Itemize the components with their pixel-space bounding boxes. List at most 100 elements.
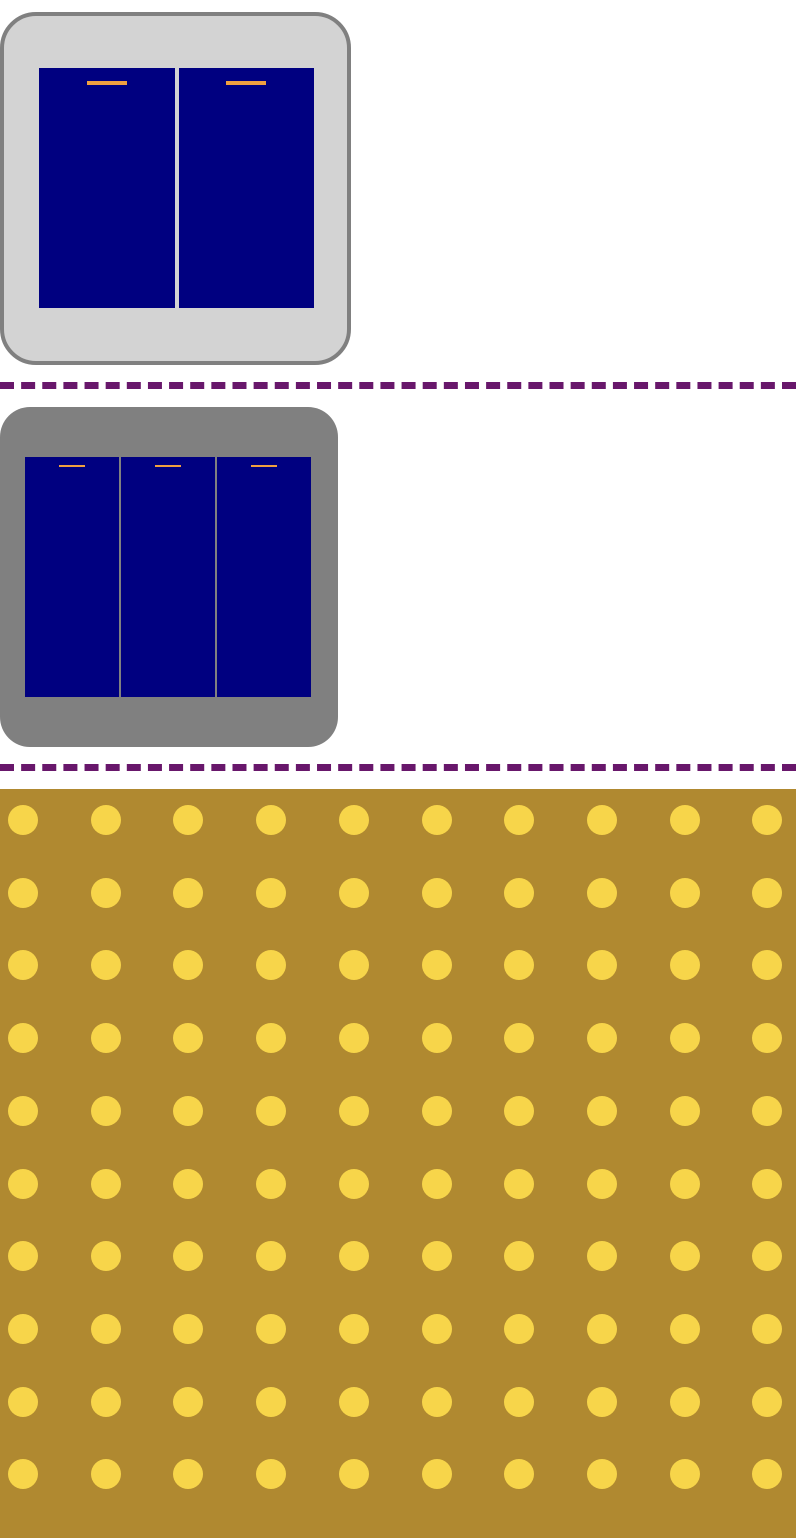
pattern-dot [173, 1095, 204, 1126]
pattern-dot [8, 1023, 38, 1054]
pattern-dot [256, 1168, 287, 1199]
pattern-dot [421, 950, 452, 981]
pattern-dot [752, 1386, 783, 1417]
indicator-light [226, 81, 267, 85]
pattern-dot [504, 1313, 535, 1344]
pattern-dot [669, 1459, 700, 1490]
pattern-dot [8, 1168, 38, 1199]
pattern-dot [421, 1459, 452, 1490]
pattern-dot [504, 1095, 535, 1126]
pattern-dot [8, 1313, 38, 1344]
pattern-dot [173, 877, 204, 908]
pattern-dot [586, 1241, 617, 1272]
pattern-dot [586, 1459, 617, 1490]
pattern-dot [256, 1095, 287, 1126]
pattern-dot [586, 1168, 617, 1199]
rocker-group [25, 457, 311, 697]
pattern-dot [173, 950, 204, 981]
triple-switch-plate [0, 407, 338, 747]
pattern-dot [586, 1386, 617, 1417]
pattern-dot [8, 1241, 38, 1272]
pattern-dot [90, 1241, 121, 1272]
indicator-light [59, 465, 85, 467]
pattern-dot [504, 1168, 535, 1199]
rocker-switch-2[interactable] [121, 457, 215, 697]
pattern-dot [504, 877, 535, 908]
pattern-dot [421, 1168, 452, 1199]
pattern-dot [752, 1241, 783, 1272]
pattern-dot [669, 950, 700, 981]
dot-pattern-panel [0, 789, 796, 1538]
pattern-dot [256, 950, 287, 981]
pattern-dot [256, 805, 287, 835]
pattern-dot [421, 805, 452, 835]
pattern-dot [338, 805, 369, 835]
rocker-switch-1[interactable] [25, 457, 119, 697]
pattern-dot [90, 877, 121, 908]
pattern-dot [504, 950, 535, 981]
pattern-dot [504, 1241, 535, 1272]
pattern-dot [8, 1459, 38, 1490]
pattern-dot [256, 1023, 287, 1054]
pattern-dot [173, 1023, 204, 1054]
rocker-switch-1[interactable] [39, 68, 175, 308]
pattern-dot [173, 1313, 204, 1344]
indicator-light [251, 465, 277, 467]
pattern-dot [586, 1095, 617, 1126]
pattern-dot [669, 1023, 700, 1054]
dashed-divider [0, 382, 796, 389]
pattern-dot [421, 1095, 452, 1126]
pattern-dot [8, 877, 38, 908]
pattern-dot [256, 1386, 287, 1417]
pattern-dot [504, 1386, 535, 1417]
pattern-dot [256, 1241, 287, 1272]
pattern-dot [421, 1023, 452, 1054]
pattern-dot [90, 950, 121, 981]
rocker-switch-2[interactable] [178, 68, 314, 308]
pattern-dot [752, 1023, 783, 1054]
pattern-dot [752, 877, 783, 908]
pattern-dot [586, 877, 617, 908]
pattern-dot [90, 1313, 121, 1344]
pattern-dot [338, 1023, 369, 1054]
dashed-divider [0, 764, 796, 771]
pattern-dot [752, 950, 783, 981]
pattern-dot [752, 1313, 783, 1344]
indicator-light [155, 465, 181, 467]
pattern-dot [90, 1095, 121, 1126]
pattern-dot [752, 1095, 783, 1126]
pattern-dot [421, 1241, 452, 1272]
pattern-dot [338, 1241, 369, 1272]
pattern-dot [173, 1168, 204, 1199]
pattern-dot [752, 1168, 783, 1199]
pattern-dot [586, 950, 617, 981]
pattern-dot [90, 1168, 121, 1199]
pattern-dot [669, 1095, 700, 1126]
pattern-dot [173, 1241, 204, 1272]
pattern-dot [504, 805, 535, 835]
pattern-dot [256, 1459, 287, 1490]
pattern-dot [173, 1386, 204, 1417]
rocker-switch-3[interactable] [217, 457, 311, 697]
pattern-dot [256, 1313, 287, 1344]
pattern-dot [338, 1168, 369, 1199]
pattern-dot [504, 1459, 535, 1490]
pattern-dot [586, 1023, 617, 1054]
pattern-dot [8, 1386, 38, 1417]
indicator-light [86, 81, 127, 85]
pattern-dot [173, 805, 204, 835]
pattern-dot [338, 877, 369, 908]
pattern-dot [90, 1023, 121, 1054]
pattern-dot [338, 950, 369, 981]
pattern-dot [173, 1459, 204, 1490]
pattern-dot [669, 1313, 700, 1344]
pattern-dot [586, 805, 617, 835]
pattern-dot [504, 1023, 535, 1054]
pattern-dot [8, 1095, 38, 1126]
pattern-dot [752, 1459, 783, 1490]
pattern-dot [421, 1386, 452, 1417]
pattern-dot [421, 1313, 452, 1344]
pattern-dot [338, 1095, 369, 1126]
pattern-dot [338, 1313, 369, 1344]
rocker-group [39, 68, 314, 308]
